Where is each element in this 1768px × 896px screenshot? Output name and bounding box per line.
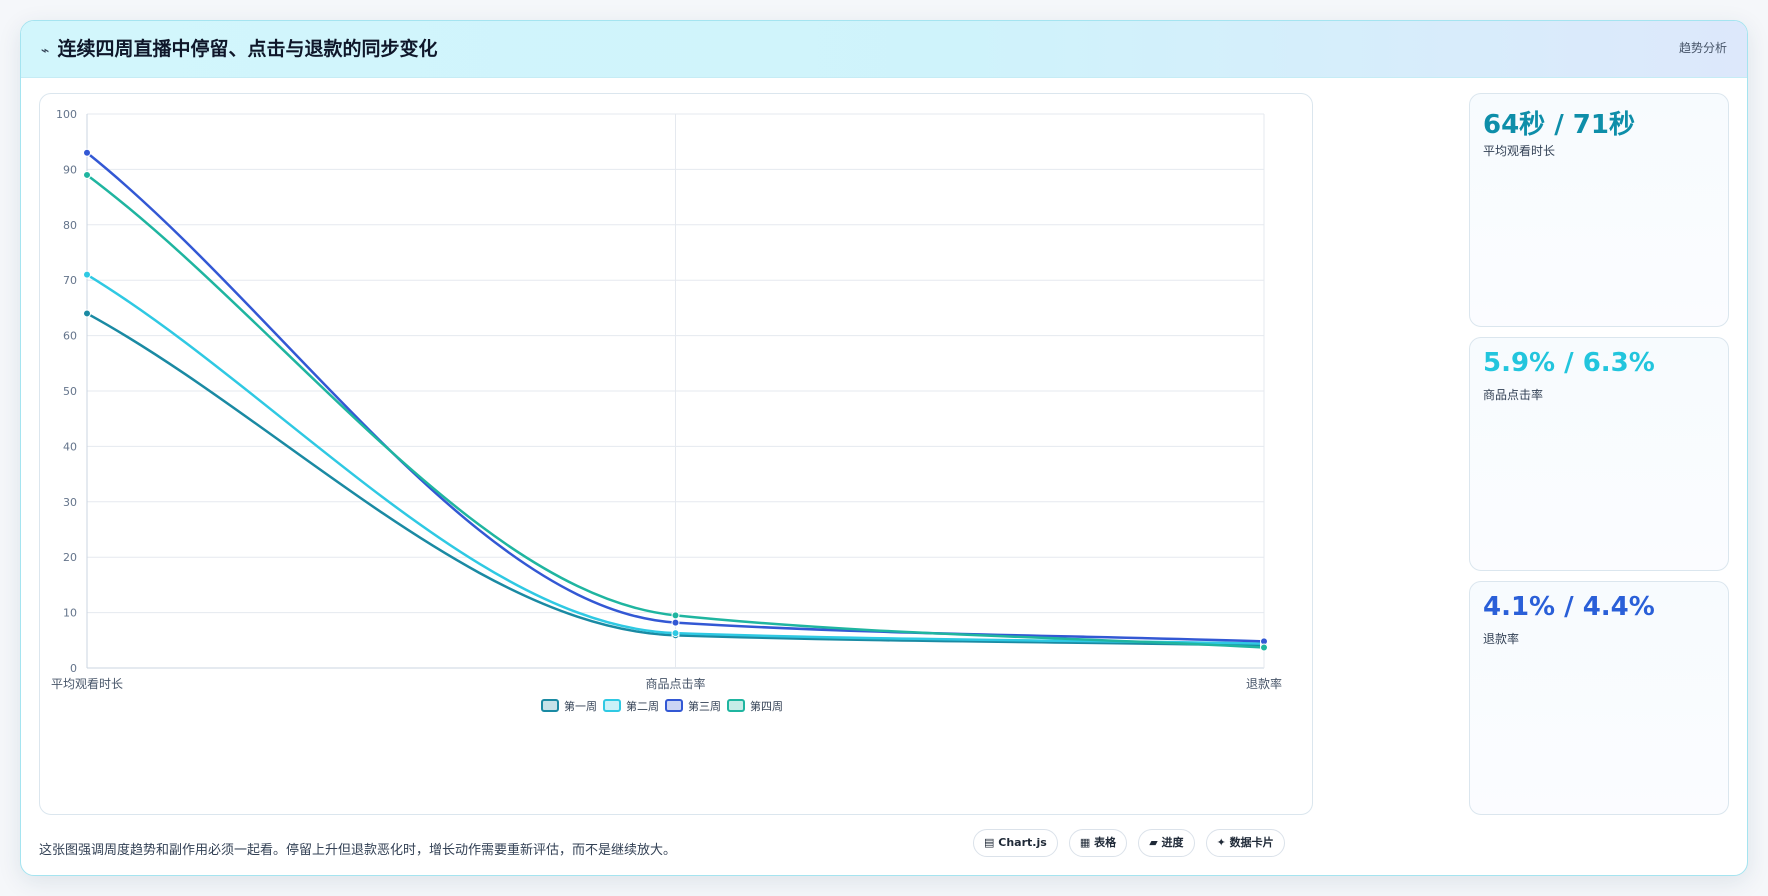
- y-tick-label: 60: [63, 330, 77, 343]
- x-tick-label: 退款率: [1246, 676, 1282, 691]
- y-tick-label: 20: [63, 551, 77, 564]
- data-point: [83, 270, 91, 279]
- series-line: [86, 273, 1265, 645]
- footer-note: 这张图强调周度趋势和副作用必须一起看。停留上升但退款恶化时，增长动作需要重新评估…: [39, 843, 677, 858]
- x-tick-label: 商品点击率: [645, 676, 705, 691]
- y-tick-label: 90: [63, 163, 77, 176]
- tag-label: 表格: [1094, 836, 1117, 849]
- stat-label: 退款率: [1483, 632, 1520, 646]
- tag-label: 数据卡片: [1229, 836, 1274, 849]
- stat-value: 64秒 / 71秒: [1483, 110, 1635, 140]
- series-line: [86, 173, 1265, 649]
- card-icon: ✦: [1216, 836, 1226, 849]
- data-point: [1260, 643, 1268, 652]
- x-tick-label: 平均观看时长: [51, 677, 123, 691]
- y-tick-label: 80: [63, 219, 77, 232]
- legend-swatch: [665, 699, 683, 712]
- y-tick-label: 100: [56, 108, 77, 121]
- stat-card-watch-time: 64秒 / 71秒 平均观看时长: [1469, 93, 1729, 327]
- table-icon: ▦: [1079, 836, 1091, 849]
- legend-label: 第三周: [688, 699, 721, 713]
- stat-value: 5.9% / 6.3%: [1483, 348, 1655, 378]
- data-point: [83, 309, 91, 318]
- stat-card-refund-rate: 4.1% / 4.4% 退款率: [1469, 581, 1729, 815]
- tag-label: 进度: [1161, 836, 1184, 849]
- legend-swatch: [541, 699, 559, 712]
- tag-label: Chart.js: [998, 836, 1047, 849]
- legend-label: 第一周: [564, 699, 597, 713]
- tag-table[interactable]: ▦ 表格: [1068, 829, 1128, 857]
- y-tick-label: 50: [63, 385, 77, 398]
- stat-value: 4.1% / 4.4%: [1483, 592, 1655, 622]
- data-point: [83, 148, 91, 157]
- y-tick-label: 10: [63, 607, 77, 620]
- series-line: [86, 151, 1265, 643]
- page-title-text: 连续四周直播中停留、点击与退款的同步变化: [57, 38, 438, 60]
- y-tick-label: 70: [63, 274, 77, 287]
- data-point: [671, 611, 680, 620]
- legend-swatch: [727, 699, 745, 712]
- legend-label: 第二周: [626, 699, 659, 713]
- header-badge: 趋势分析: [1678, 41, 1727, 55]
- data-point: [671, 618, 680, 627]
- report-card: ⌁ 连续四周直播中停留、点击与退款的同步变化 趋势分析 0 10 20 30 40 50 60…: [20, 20, 1748, 876]
- y-tick-label: 30: [63, 496, 77, 509]
- y-tick-label: 0: [70, 662, 77, 675]
- sparkle-icon: ⌁: [41, 43, 50, 59]
- stat-label: 平均观看时长: [1483, 144, 1556, 158]
- stat-card-click-rate: 5.9% / 6.3% 商品点击率: [1469, 337, 1729, 571]
- tag-progress[interactable]: ▰ 进度: [1138, 829, 1195, 857]
- chart-panel: 0 10 20 30 40 50 60 70 80 90 100 平均观看时长 商品点击率 退款率第一周 第…: [39, 93, 1313, 815]
- legend-swatch: [603, 699, 621, 712]
- card-header: ⌁ 连续四周直播中停留、点击与退款的同步变化 趋势分析: [21, 21, 1747, 78]
- legend-label: 第四周: [750, 699, 783, 713]
- progress-icon: ▰: [1149, 836, 1158, 849]
- data-point: [671, 629, 680, 638]
- chart-icon: ▤: [984, 836, 995, 849]
- stat-label: 商品点击率: [1483, 388, 1544, 402]
- tag-chartjs[interactable]: ▤ Chart.js: [973, 829, 1058, 857]
- data-point: [83, 170, 91, 179]
- y-tick-label: 40: [63, 440, 77, 453]
- tech-tags: ▤ Chart.js ▦ 表格 ▰ 进度 ✦ 数据卡片: [973, 829, 1291, 859]
- tag-data-card[interactable]: ✦ 数据卡片: [1205, 829, 1285, 857]
- page-title: ⌁ 连续四周直播中停留、点击与退款的同步变化: [41, 35, 437, 63]
